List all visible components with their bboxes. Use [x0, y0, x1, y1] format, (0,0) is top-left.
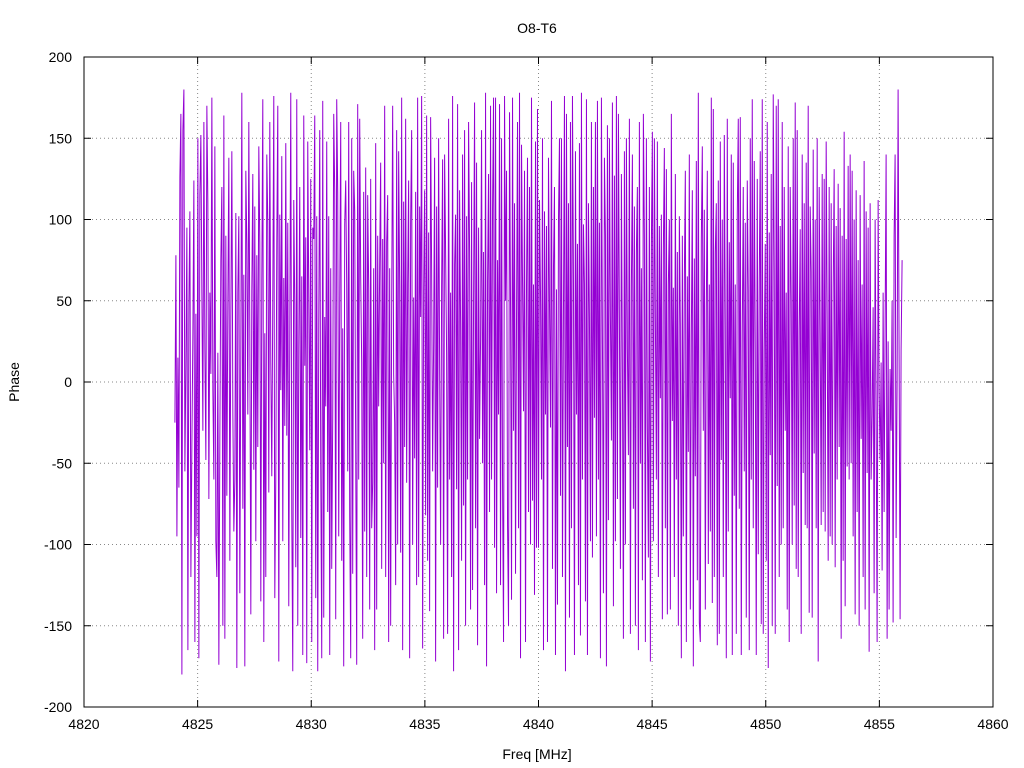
y-tick-label: 200 — [49, 49, 73, 65]
x-tick-label: 4835 — [409, 716, 440, 732]
x-tick-label: 4845 — [637, 716, 668, 732]
axis-ticks — [83, 56, 994, 708]
y-tick-label: 0 — [64, 374, 72, 390]
x-axis-label: Freq [MHz] — [502, 746, 571, 762]
x-tick-label: 4855 — [864, 716, 895, 732]
chart-title: O8-T6 — [517, 20, 557, 36]
phase-series-line — [174, 89, 903, 675]
x-tick-label: 4820 — [68, 716, 99, 732]
y-tick-label: -150 — [44, 618, 72, 634]
y-tick-label: 50 — [56, 293, 72, 309]
tick-labels: 4820 4825 4830 4835 4840 4845 4850 4855 4860 -200… — [44, 49, 1009, 732]
x-tick-label: 4840 — [523, 716, 554, 732]
y-tick-label: -200 — [44, 699, 72, 715]
x-tick-label: 4830 — [296, 716, 327, 732]
x-tick-label: 4860 — [977, 716, 1008, 732]
y-axis-label: Phase — [6, 362, 22, 402]
x-tick-label: 4825 — [182, 716, 213, 732]
y-tick-label: 150 — [49, 130, 73, 146]
series-layer — [174, 89, 903, 675]
x-tick-label: 4850 — [750, 716, 781, 732]
y-tick-label: 100 — [49, 212, 73, 228]
y-tick-label: -100 — [44, 537, 72, 553]
y-tick-label: -50 — [52, 455, 72, 471]
